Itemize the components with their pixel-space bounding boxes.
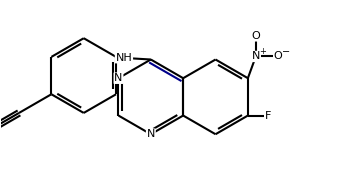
Text: NH: NH bbox=[116, 53, 132, 63]
Text: O: O bbox=[252, 31, 260, 41]
Text: O: O bbox=[274, 51, 283, 61]
Text: +: + bbox=[259, 47, 265, 56]
Text: N: N bbox=[252, 51, 260, 61]
Text: N: N bbox=[114, 73, 123, 83]
Text: −: − bbox=[282, 47, 290, 57]
Text: F: F bbox=[265, 111, 272, 120]
Text: N: N bbox=[147, 129, 155, 139]
